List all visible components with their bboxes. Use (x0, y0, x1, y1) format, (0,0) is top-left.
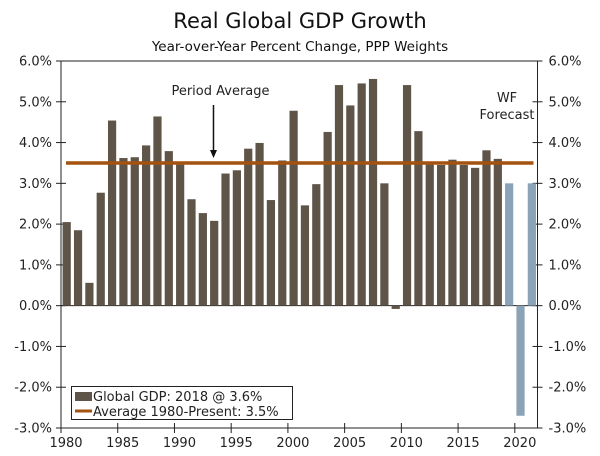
bar-actual-1996 (244, 148, 253, 306)
bar-actual-2014 (448, 159, 457, 306)
bar-actual-2013 (436, 164, 446, 306)
bar-actual-2016 (471, 167, 480, 306)
y-tick-label-left: 6.0% (19, 55, 52, 70)
x-tick-label: 2000 (276, 436, 309, 451)
bar-actual-2009 (391, 305, 400, 309)
bar-actual-2015 (459, 164, 468, 306)
bar-actual-1992 (198, 213, 207, 306)
bar-actual-1987 (142, 145, 151, 306)
y-tick-label-left: -2.0% (14, 381, 52, 396)
legend-box (71, 386, 293, 420)
bar-actual-2006 (357, 83, 366, 306)
bar-actual-2017 (482, 150, 491, 306)
bar-actual-1986 (130, 157, 139, 306)
bar-actual-1991 (187, 199, 196, 306)
bar-actual-1988 (153, 116, 162, 306)
y-tick-label-left: 5.0% (19, 95, 52, 110)
bar-actual-2002 (312, 184, 321, 306)
bar-actual-2012 (425, 164, 434, 306)
bar-actual-1989 (164, 151, 173, 306)
y-tick-label-right: 0.0% (549, 299, 582, 314)
bar-actual-2004 (334, 85, 344, 306)
y-tick-label-right: 3.0% (549, 177, 582, 192)
bar-actual-2005 (346, 105, 355, 306)
legend-swatch-actual (75, 392, 92, 401)
bar-actual-2008 (380, 183, 389, 306)
chart-subtitle: Year-over-Year Percent Change, PPP Weigh… (151, 39, 449, 55)
bar-actual-1981 (73, 230, 83, 306)
x-tick-label: 2010 (390, 436, 423, 451)
y-tick-label-left: 4.0% (19, 136, 52, 151)
y-tick-label-right: -2.0% (549, 381, 587, 396)
y-tick-label-right: 4.0% (549, 136, 582, 151)
annotation-forecast: Forecast (479, 108, 534, 123)
legend-label-actual: Global GDP: 2018 @ 3.6% (93, 390, 262, 405)
y-tick-label-right: 1.0% (549, 258, 582, 273)
bar-actual-2000 (289, 110, 298, 306)
legend-label-average: Average 1980-Present: 3.5% (93, 405, 279, 420)
bar-actual-1985 (119, 158, 128, 306)
bar-actual-2003 (323, 131, 332, 306)
y-tick-label-right: 2.0% (549, 218, 582, 233)
y-tick-label-left: 2.0% (19, 218, 52, 233)
bar-actual-2011 (414, 131, 423, 306)
annotation-wf: WF (497, 91, 517, 106)
y-tick-label-left: 3.0% (19, 177, 52, 192)
x-tick-label: 1995 (220, 436, 253, 451)
bar-actual-1984 (107, 120, 117, 306)
y-tick-label-right: -1.0% (549, 340, 587, 355)
bar-actual-2007 (368, 78, 378, 306)
x-tick-label: 1990 (163, 436, 196, 451)
bar-actual-1999 (278, 160, 287, 306)
x-tick-label: 1985 (106, 436, 139, 451)
bar-forecast-2021 (527, 183, 536, 306)
y-tick-label-right: -3.0% (549, 422, 587, 437)
bar-actual-1990 (176, 164, 185, 306)
y-tick-label-left: -3.0% (14, 422, 52, 437)
bar-actual-2018 (493, 158, 502, 306)
bar-actual-1980 (62, 222, 71, 306)
bar-actual-1995 (232, 170, 241, 306)
annotation-arrow-head (209, 150, 217, 158)
x-tick-label: 2005 (333, 436, 366, 451)
annotation-period-average: Period Average (171, 84, 269, 99)
x-tick-label: 1980 (49, 436, 82, 451)
chart-title: Real Global GDP Growth (173, 9, 427, 33)
bar-actual-1983 (96, 192, 105, 306)
bar-actual-1997 (255, 142, 264, 306)
bar-actual-1994 (221, 173, 230, 306)
y-tick-label-right: 5.0% (549, 95, 582, 110)
bar-actual-2001 (300, 205, 310, 306)
bar-forecast-2019 (505, 183, 514, 306)
bar-actual-1993 (210, 220, 219, 306)
bar-actual-2010 (402, 85, 412, 306)
y-tick-label-left: -1.0% (14, 340, 52, 355)
y-tick-label-left: 1.0% (19, 258, 52, 273)
x-tick-label: 2020 (503, 436, 536, 451)
bar-actual-1982 (85, 282, 94, 306)
bar-actual-1998 (266, 200, 276, 306)
y-tick-label-left: 0.0% (19, 299, 52, 314)
bar-forecast-2020 (516, 305, 525, 416)
y-tick-label-right: 6.0% (549, 55, 582, 70)
x-tick-label: 2015 (447, 436, 480, 451)
